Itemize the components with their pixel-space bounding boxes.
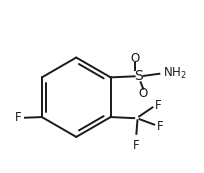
Text: O: O: [139, 87, 148, 100]
Text: F: F: [15, 111, 21, 124]
Text: F: F: [157, 120, 163, 133]
Text: S: S: [134, 69, 143, 83]
Text: F: F: [155, 99, 162, 112]
Text: NH$_2$: NH$_2$: [163, 66, 187, 81]
Text: F: F: [133, 139, 140, 152]
Text: O: O: [130, 52, 139, 65]
